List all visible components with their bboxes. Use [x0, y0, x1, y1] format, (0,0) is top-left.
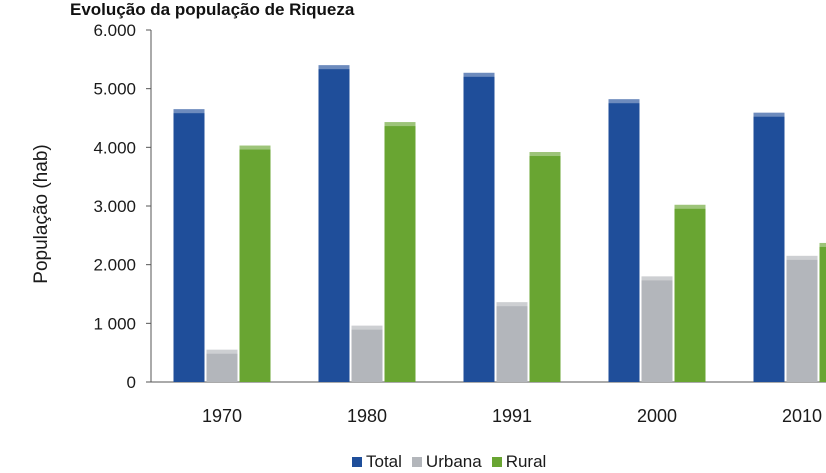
bar-top-highlight: [206, 349, 238, 354]
x-tick-label: 2010: [782, 406, 822, 426]
bar-urbana-2010: [786, 255, 818, 382]
y-tick-label: 2.000: [93, 256, 136, 275]
bar-rural-1991: [529, 152, 561, 382]
legend-item-rural: Rural: [491, 452, 547, 472]
x-tick-label: 1980: [347, 406, 387, 426]
legend-label-urbana: Urbana: [425, 452, 482, 471]
legend-swatch-rural: [491, 457, 502, 467]
bar-top-highlight: [608, 99, 640, 104]
x-tick-label: 2000: [637, 406, 677, 426]
bar-total-1980: [318, 65, 350, 382]
bar-top-highlight: [674, 204, 706, 209]
legend-item-urbana: Urbana: [411, 452, 482, 472]
bar-urbana-2000: [641, 276, 673, 382]
bar-top-highlight: [318, 65, 350, 70]
bar-top-highlight: [641, 276, 673, 281]
y-tick-label: 4.000: [93, 138, 136, 157]
bar-urbana-1980: [351, 325, 383, 382]
bar-top-highlight: [351, 325, 383, 330]
y-axis-label: População (hab): [31, 144, 52, 283]
bar-top-highlight: [173, 109, 205, 114]
chart-title: Evolução da população de Riqueza: [70, 0, 355, 19]
bar-top-highlight: [496, 302, 528, 307]
bar-top-highlight: [529, 152, 561, 157]
x-tick-label: 1991: [492, 406, 532, 426]
bar-urbana-1991: [496, 302, 528, 382]
legend-label-rural: Rural: [505, 452, 547, 471]
bar-top-highlight: [239, 145, 271, 150]
y-tick-label: 5.000: [93, 80, 136, 99]
bar-top-highlight: [384, 122, 416, 127]
chart-legend: Total Urbana Rural: [352, 452, 546, 472]
bar-top-highlight: [786, 255, 818, 260]
bar-urbana-1970: [206, 349, 238, 382]
bar-total-2000: [608, 99, 640, 382]
legend-label-total: Total: [366, 452, 402, 471]
bar-top-highlight: [753, 112, 785, 117]
bar-total-1970: [173, 109, 205, 382]
y-tick-label: 3.000: [93, 197, 136, 216]
legend-item-total: Total: [352, 452, 402, 472]
bar-top-highlight: [819, 242, 826, 247]
bar-rural-1970: [239, 145, 271, 382]
x-tick-label: 1970: [202, 406, 242, 426]
legend-swatch-urbana: [411, 457, 422, 467]
bar-total-1991: [463, 72, 495, 383]
y-tick-label: 1 000: [93, 314, 136, 333]
legend-swatch-total: [352, 457, 362, 467]
bar-rural-2000: [674, 204, 706, 382]
bar-rural-2010: [819, 242, 826, 382]
bar-rural-1980: [384, 122, 416, 383]
y-tick-label: 6.000: [93, 21, 136, 40]
y-tick-label: 0: [127, 373, 136, 392]
bar-total-2010: [753, 112, 785, 382]
bar-top-highlight: [463, 72, 495, 77]
